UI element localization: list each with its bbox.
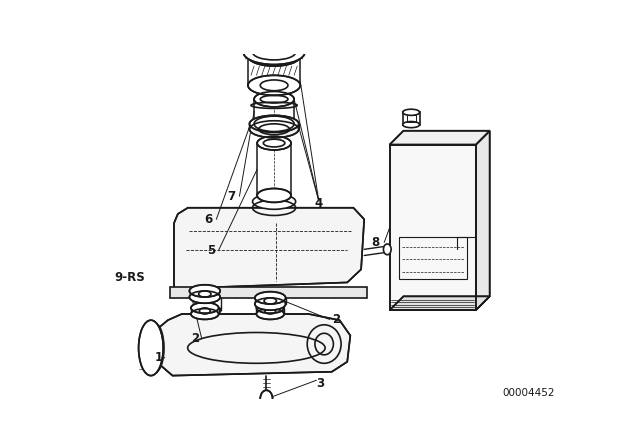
Ellipse shape [257, 136, 291, 150]
Ellipse shape [260, 390, 273, 407]
Bar [406, 115, 416, 121]
Text: 2: 2 [332, 313, 340, 326]
Bar [170, 287, 367, 298]
Polygon shape [155, 314, 350, 375]
Ellipse shape [248, 75, 300, 95]
Polygon shape [390, 145, 476, 310]
Bar [403, 112, 420, 125]
Ellipse shape [255, 292, 285, 304]
Ellipse shape [254, 116, 294, 132]
Text: 2: 2 [191, 332, 200, 345]
Ellipse shape [383, 244, 391, 255]
Ellipse shape [403, 121, 420, 128]
Ellipse shape [257, 302, 284, 313]
Ellipse shape [257, 309, 284, 319]
Ellipse shape [189, 285, 220, 297]
Ellipse shape [253, 194, 296, 209]
Ellipse shape [255, 298, 285, 310]
Ellipse shape [243, 40, 305, 65]
Polygon shape [390, 131, 490, 145]
Text: 1: 1 [154, 351, 163, 364]
Bar [399, 237, 467, 280]
Text: 7: 7 [228, 190, 236, 202]
Polygon shape [390, 296, 490, 310]
Ellipse shape [250, 116, 299, 132]
Ellipse shape [191, 302, 219, 313]
Text: 6: 6 [205, 213, 212, 226]
Ellipse shape [403, 109, 420, 115]
Text: 4: 4 [315, 198, 323, 211]
Text: 5: 5 [207, 244, 215, 257]
Text: 8: 8 [372, 236, 380, 249]
Text: 3: 3 [316, 377, 324, 390]
Ellipse shape [254, 91, 294, 107]
Ellipse shape [191, 309, 219, 319]
Ellipse shape [189, 291, 220, 303]
Ellipse shape [257, 189, 291, 202]
Ellipse shape [250, 121, 299, 138]
Ellipse shape [139, 320, 163, 375]
Text: 00004452: 00004452 [502, 388, 554, 397]
Ellipse shape [248, 46, 300, 66]
Ellipse shape [260, 80, 288, 91]
Polygon shape [174, 208, 364, 289]
Polygon shape [476, 131, 490, 310]
Text: 9-RS: 9-RS [114, 271, 145, 284]
